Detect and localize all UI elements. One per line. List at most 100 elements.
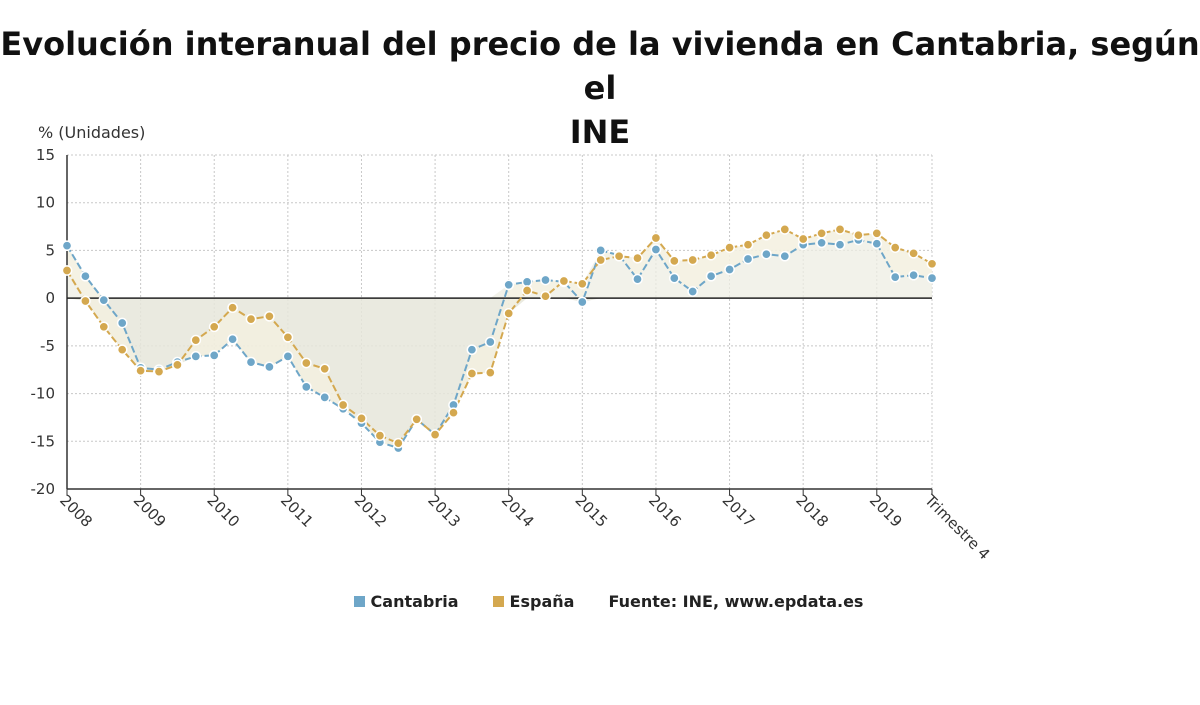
data-point-cantabria [834, 239, 846, 251]
data-point-espana [613, 250, 625, 262]
data-point-espana [650, 232, 662, 244]
chart-title-line-2: INE [569, 113, 631, 151]
x-tick-label: 2014 [498, 491, 538, 531]
data-point-espana [908, 247, 919, 259]
data-point-espana [705, 249, 717, 261]
y-axis-unit-label: % (Unidades) [38, 123, 146, 142]
data-point-espana [816, 227, 827, 239]
chart-source-note: Fuente: INE, www.epdata.es [608, 592, 864, 611]
x-tick-label: 2012 [351, 491, 391, 531]
x-tick-label: 2010 [203, 491, 243, 531]
data-point-espana [116, 344, 128, 356]
y-axis-tick-labels: 15 10 5 0 -5 -10 -15 -20 [31, 146, 56, 498]
data-point-cantabria [466, 344, 478, 356]
series-points [61, 224, 938, 454]
data-point-espana [871, 227, 883, 239]
data-point-cantabria [484, 336, 496, 348]
data-point-espana [558, 275, 570, 287]
data-point-cantabria [98, 294, 110, 306]
data-point-cantabria [724, 264, 735, 275]
data-point-espana [153, 366, 165, 377]
y-tick-label: -5 [40, 337, 55, 355]
data-point-espana [853, 229, 864, 241]
chart-title-line-1: Evolución interanual del precio de la vi… [0, 25, 1200, 107]
data-point-espana [687, 254, 699, 266]
data-point-espana [300, 357, 312, 369]
data-point-cantabria [761, 248, 772, 260]
data-point-espana [98, 321, 110, 333]
x-tick-label: 2011 [277, 491, 317, 531]
x-tick-label: 2016 [645, 491, 685, 531]
data-point-cantabria [319, 392, 331, 403]
legend-swatch-espana [492, 596, 504, 607]
data-point-espana [319, 363, 331, 375]
data-point-cantabria [668, 272, 680, 284]
data-point-cantabria [742, 253, 754, 265]
data-point-espana [595, 254, 607, 266]
data-point-espana [503, 308, 515, 319]
data-point-cantabria [264, 361, 275, 373]
x-tick-label: 2009 [130, 491, 170, 531]
chart-axes [66, 155, 933, 495]
data-point-espana [834, 224, 846, 235]
data-point-espana [540, 290, 551, 302]
data-point-espana [337, 399, 349, 411]
data-point-cantabria [816, 237, 827, 249]
data-point-espana [282, 331, 294, 343]
y-tick-label: -20 [31, 480, 56, 498]
y-tick-label: -15 [31, 432, 56, 450]
data-point-cantabria [190, 351, 202, 362]
data-point-espana [172, 359, 183, 371]
legend-item-cantabria[interactable]: Cantabria [353, 592, 459, 611]
data-point-cantabria [687, 286, 699, 297]
y-tick-label: 10 [36, 194, 55, 212]
data-point-cantabria [300, 381, 312, 393]
data-point-espana [245, 313, 257, 325]
data-point-espana [521, 285, 533, 296]
data-point-cantabria [926, 272, 938, 284]
data-point-espana [761, 229, 772, 241]
data-point-cantabria [576, 296, 588, 308]
data-point-espana [135, 365, 146, 377]
data-point-espana [797, 233, 809, 245]
data-point-espana [926, 258, 938, 270]
data-point-cantabria [208, 350, 220, 361]
data-point-espana [208, 321, 220, 333]
data-point-espana [668, 255, 680, 267]
data-point-cantabria [245, 356, 257, 368]
positive-area-fill [67, 229, 932, 299]
y-tick-label: 5 [45, 241, 55, 259]
data-point-espana [264, 310, 275, 322]
data-point-espana [356, 413, 367, 424]
data-point-cantabria [871, 238, 883, 250]
x-tick-label: 2017 [719, 491, 759, 531]
data-point-cantabria [632, 273, 643, 285]
data-point-cantabria [705, 270, 717, 282]
data-point-cantabria [80, 270, 91, 282]
data-point-espana [374, 430, 386, 441]
y-tick-label: 0 [45, 289, 55, 307]
chart-title: Evolución interanual del precio de la vi… [0, 22, 1200, 154]
data-point-cantabria [908, 269, 919, 281]
data-point-cantabria [227, 333, 238, 345]
data-point-cantabria [503, 279, 515, 291]
data-point-espana [724, 242, 735, 253]
data-point-espana [742, 239, 754, 251]
legend-item-espana[interactable]: España [492, 592, 574, 611]
legend-label-cantabria: Cantabria [370, 592, 459, 611]
data-point-cantabria [521, 276, 533, 288]
data-point-cantabria [650, 244, 662, 255]
x-axis-tick-labels: 2008 2009 2010 2011 2012 2013 2014 2015 2016 2017… [56, 490, 993, 563]
data-point-espana [576, 278, 588, 290]
data-point-cantabria [61, 240, 73, 252]
data-point-espana [448, 407, 459, 419]
between-series-fill [67, 229, 932, 448]
data-point-espana [466, 368, 478, 379]
data-point-espana [889, 242, 901, 253]
data-point-cantabria [540, 274, 551, 286]
x-tick-label: 2019 [866, 491, 906, 531]
data-point-cantabria [116, 317, 128, 329]
data-point-cantabria [595, 245, 607, 256]
data-point-espana [392, 437, 404, 449]
